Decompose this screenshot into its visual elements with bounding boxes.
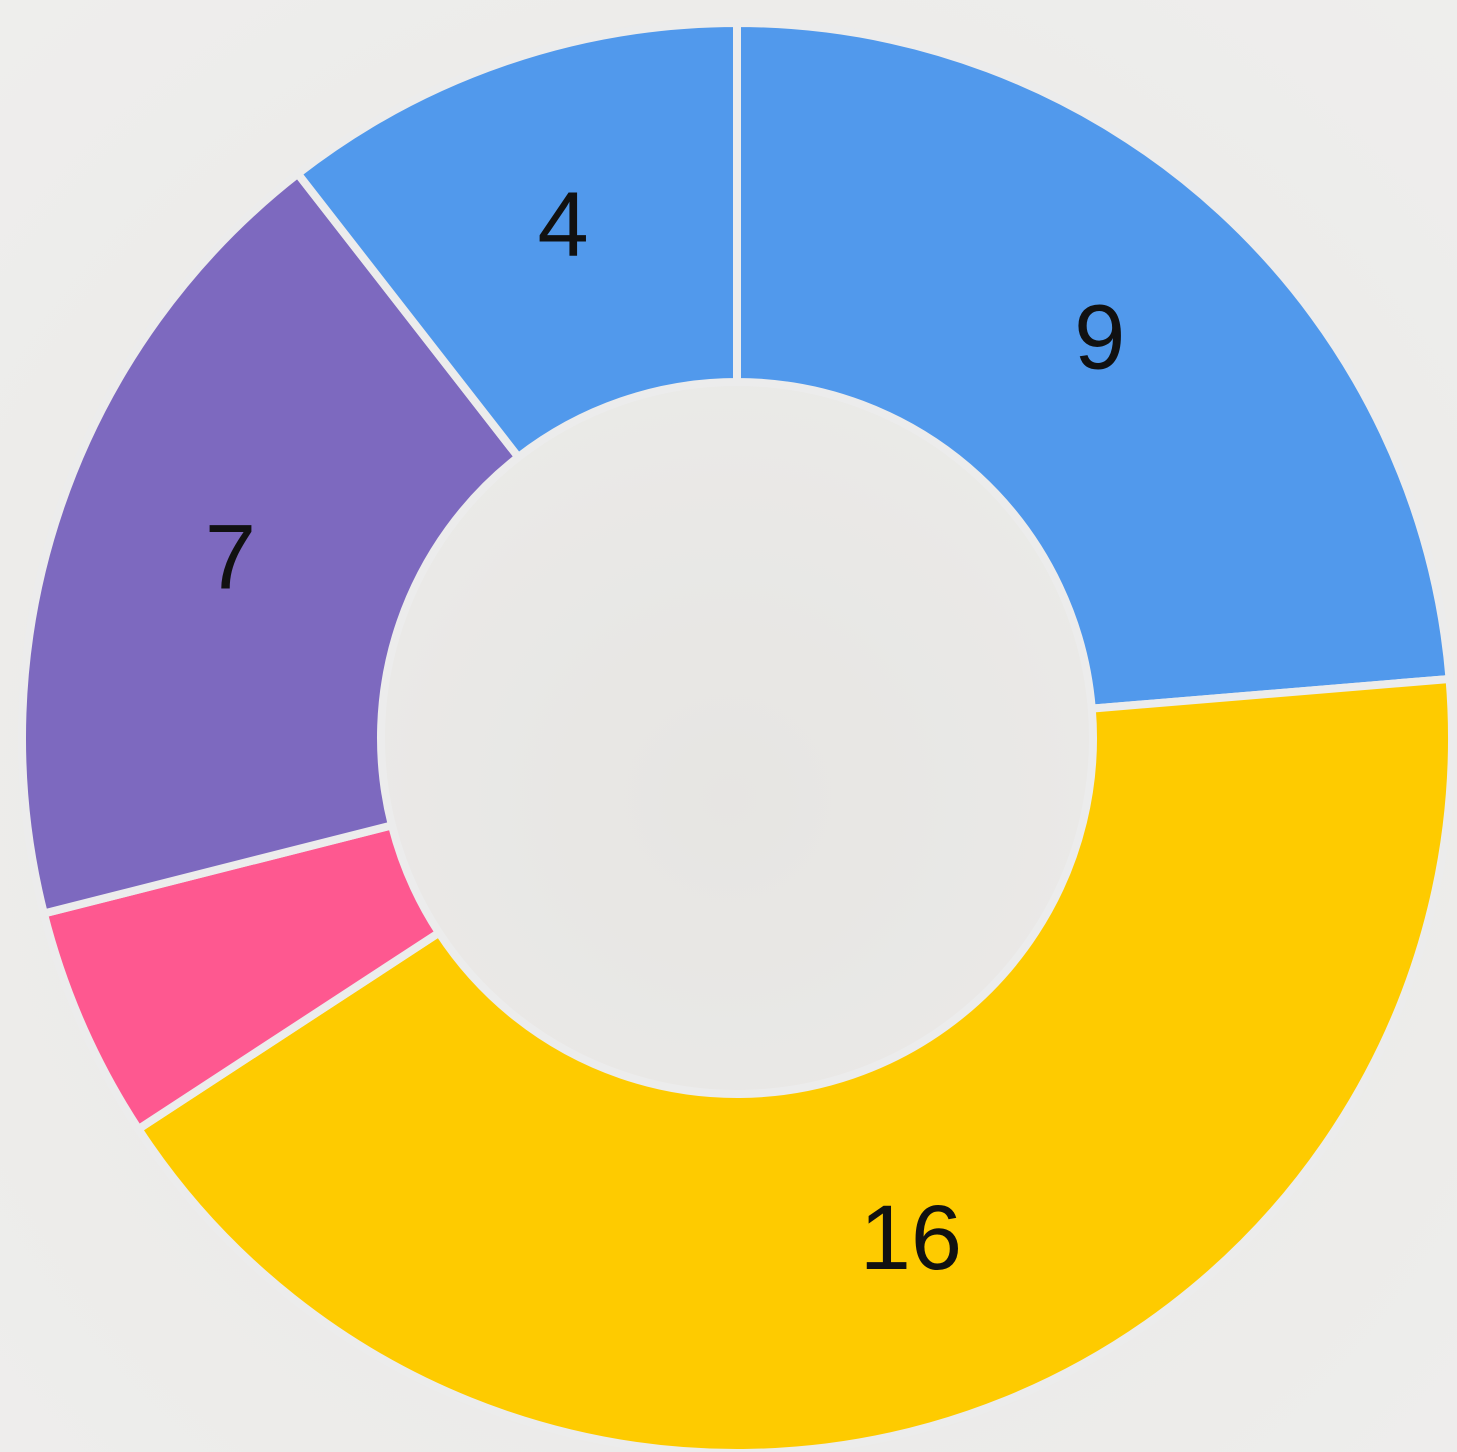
data-label: 16 bbox=[860, 1187, 962, 1289]
data-label: 7 bbox=[205, 506, 256, 608]
chart: 9 16 7 4 bbox=[0, 0, 1457, 1452]
data-label: 4 bbox=[538, 174, 589, 276]
data-label: 9 bbox=[1074, 286, 1125, 388]
page: 91674 (() => { const data = JSON.parse(d… bbox=[0, 0, 1457, 1452]
